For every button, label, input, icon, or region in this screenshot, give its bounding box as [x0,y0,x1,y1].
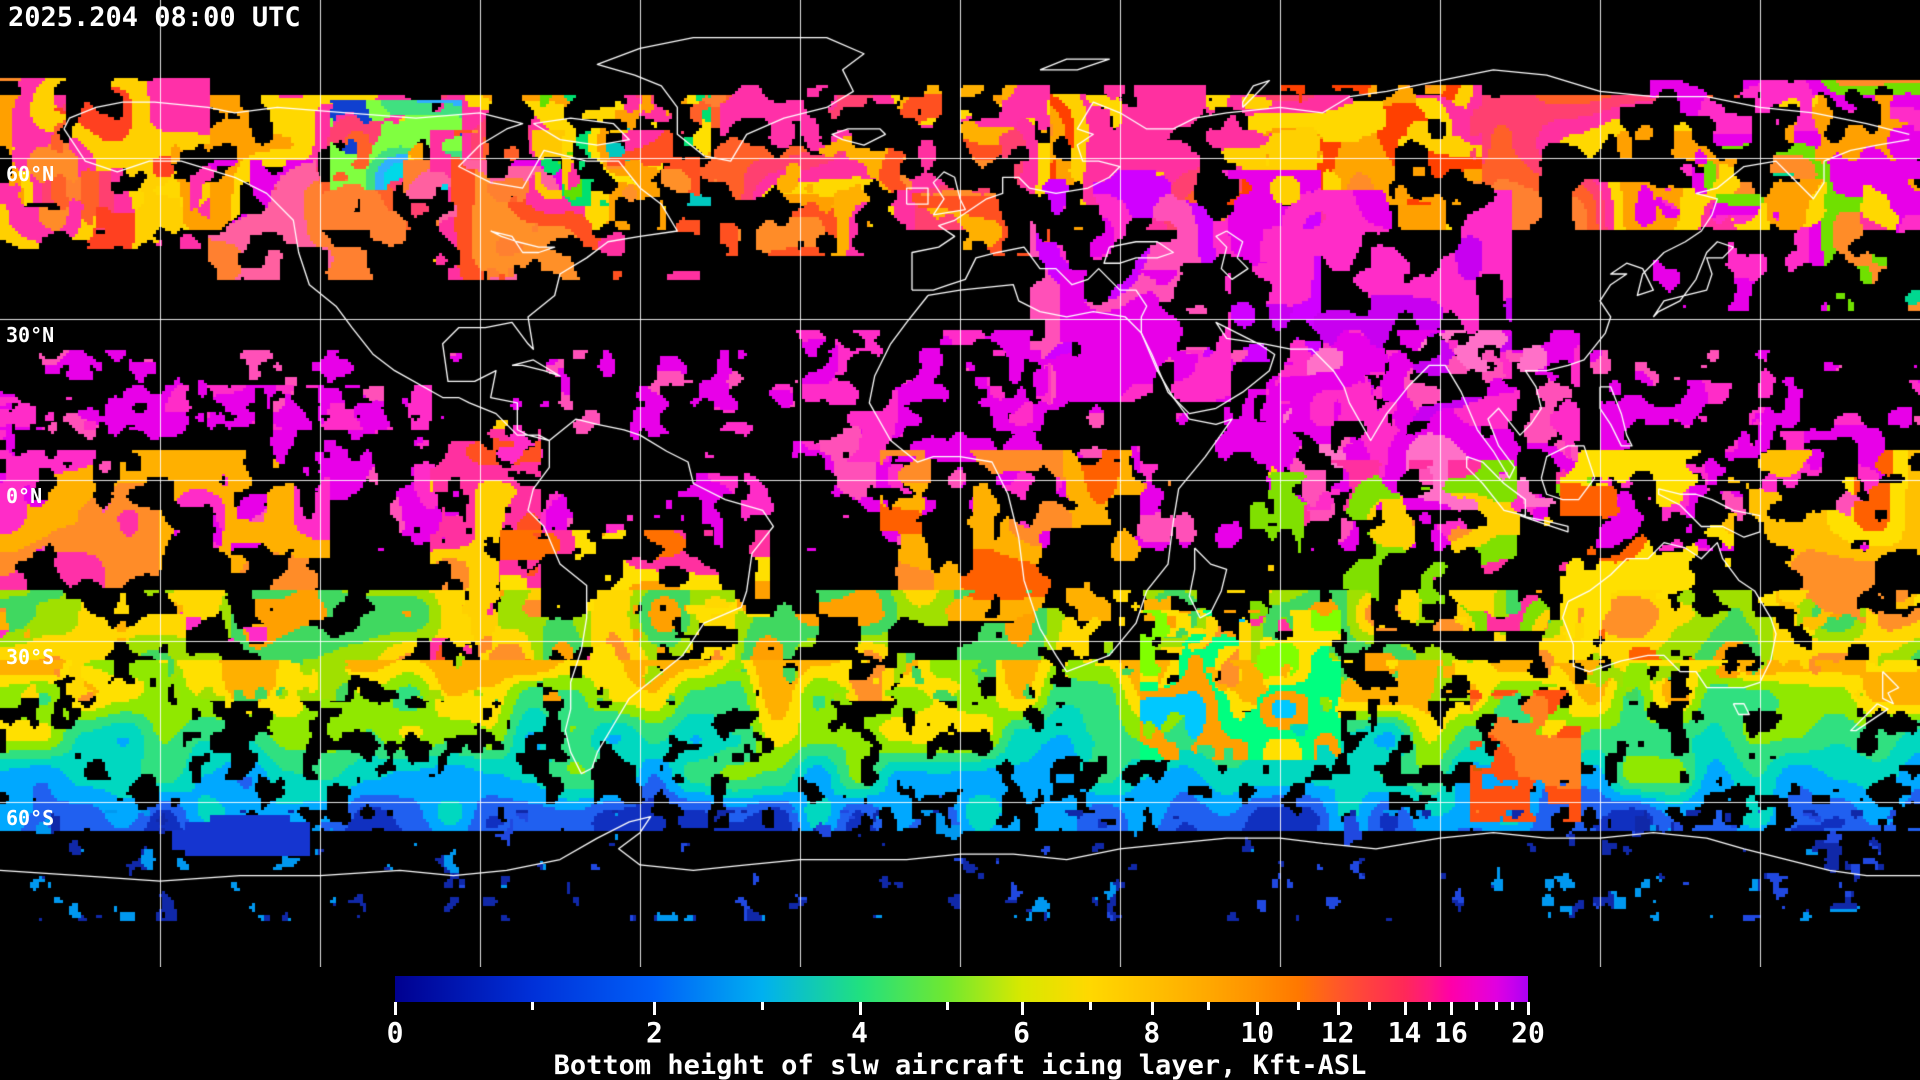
colorbar-tick [1511,1002,1515,1010]
latitude-label: 0°N [6,484,43,508]
colorbar-tick [858,1002,862,1015]
latitude-label: 30°S [6,645,55,669]
colorbar-tick-label: 6 [1013,1016,1030,1049]
colorbar-tick [1020,1002,1024,1015]
colorbar-tick [945,1002,949,1010]
colorbar-tick [1527,1002,1530,1015]
colorbar-tick-label: 4 [851,1016,868,1049]
colorbar-tick-label: 0 [386,1016,404,1049]
colorbar-tick-label: 20 [1511,1016,1545,1049]
colorbar-tick [1403,1002,1407,1015]
colorbar-tick [1428,1002,1432,1010]
colorbar-tick [1368,1002,1372,1010]
colorbar-tick [1256,1002,1260,1015]
world-map-canvas [0,0,1920,967]
colorbar-tick-label: 14 [1387,1016,1422,1049]
latitude-label: 60°N [6,162,55,186]
latitude-label: 30°N [6,323,55,347]
colorbar-tick [1495,1002,1499,1010]
colorbar-tick-label: 2 [646,1016,663,1049]
colorbar-tick [1474,1002,1478,1010]
colorbar-gradient [395,976,1528,1002]
colorbar-tick-label: 8 [1143,1016,1161,1049]
colorbar-tick [1207,1002,1211,1010]
colorbar-tick [1449,1002,1453,1015]
colorbar-tick [531,1002,535,1010]
colorbar-tick-label: 12 [1320,1016,1355,1049]
colorbar-tick [1297,1002,1300,1010]
colorbar-tick [1336,1002,1340,1015]
colorbar-tick [1088,1002,1092,1010]
latitude-label: 60°S [6,806,55,830]
timestamp: 2025.204 08:00 UTC [8,2,301,33]
colorbar-tick [653,1002,657,1015]
colorbar-title: Bottom height of slw aircraft icing laye… [553,1050,1367,1080]
colorbar-tick [1150,1002,1154,1015]
colorbar-tick-label: 10 [1240,1016,1275,1049]
colorbar-tick [394,1002,397,1015]
colorbar-tick-label: 16 [1434,1016,1468,1049]
colorbar-tick [761,1002,765,1010]
